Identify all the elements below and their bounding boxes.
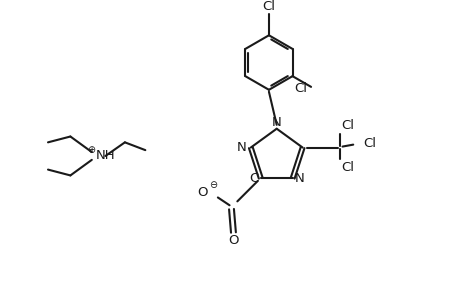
Text: Cl: Cl	[362, 137, 375, 150]
Text: N: N	[294, 172, 304, 184]
Text: N: N	[237, 141, 246, 154]
Text: Cl: Cl	[341, 119, 354, 132]
Text: N: N	[271, 116, 281, 129]
Text: C: C	[249, 172, 258, 184]
Text: Cl: Cl	[262, 0, 275, 13]
Text: O: O	[228, 234, 238, 247]
Text: Cl: Cl	[294, 82, 307, 95]
Text: O: O	[197, 186, 207, 199]
Text: ⊕: ⊕	[87, 145, 95, 155]
Text: Cl: Cl	[341, 161, 354, 175]
Text: NH: NH	[95, 149, 115, 163]
Text: ⊖: ⊖	[208, 180, 217, 190]
